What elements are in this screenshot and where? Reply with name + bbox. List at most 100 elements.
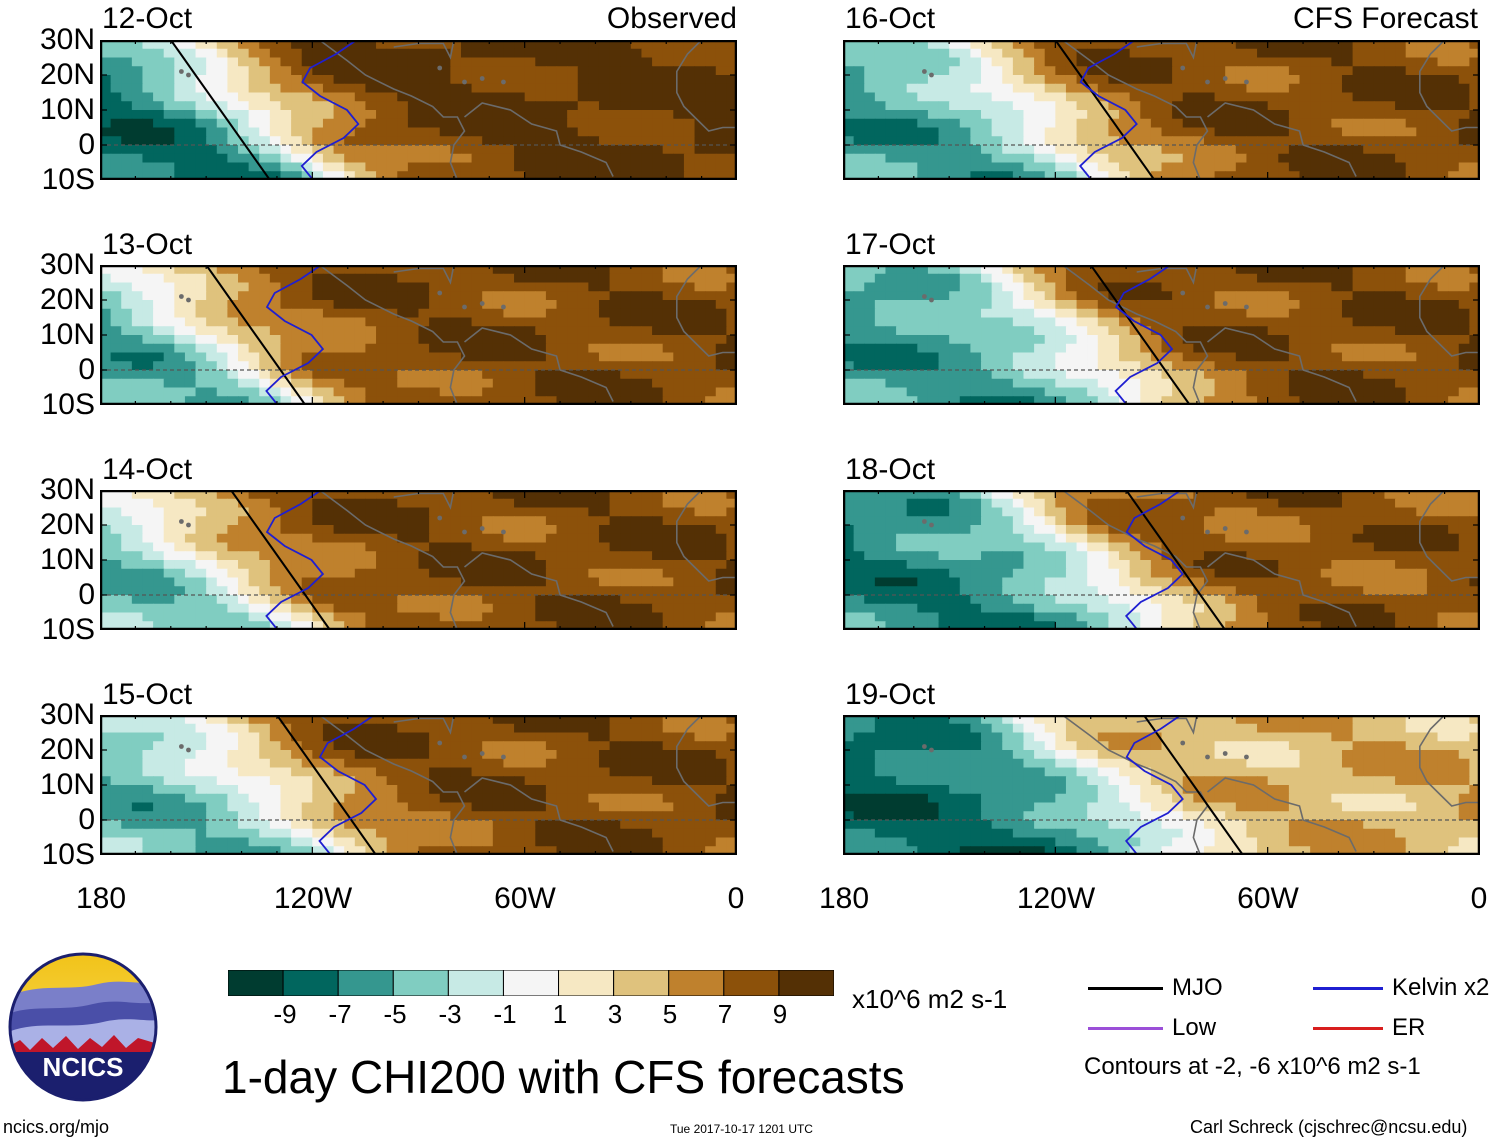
field-cell — [652, 820, 664, 830]
field-cell — [1257, 136, 1269, 146]
field-cell — [588, 48, 600, 59]
field-cell — [354, 568, 367, 579]
field-cell — [429, 837, 441, 847]
field-cell — [365, 145, 377, 155]
field-cell — [715, 273, 727, 284]
field-cell — [344, 66, 356, 76]
field-cell — [641, 715, 653, 725]
field-cell — [885, 145, 897, 155]
field-cell — [397, 127, 409, 137]
field-cell — [195, 101, 207, 111]
field-cell — [238, 793, 250, 804]
field-cell — [970, 48, 982, 59]
field-cell — [938, 57, 950, 67]
field-cell — [949, 48, 961, 59]
field-cell — [1150, 101, 1163, 111]
field-cell — [1373, 75, 1386, 85]
field-cell — [418, 136, 430, 146]
field-cell — [588, 811, 600, 821]
field-cell — [184, 308, 197, 319]
field-cell — [1469, 101, 1480, 111]
field-cell — [206, 291, 218, 301]
field-cell — [184, 750, 197, 760]
field-cell — [407, 612, 420, 622]
field-cell — [354, 92, 367, 102]
field-cell — [715, 490, 727, 500]
field-cell — [503, 92, 515, 102]
field-cell — [460, 343, 473, 354]
field-cell — [1002, 92, 1014, 102]
field-cell — [906, 153, 918, 164]
field-cell — [174, 767, 186, 777]
field-cell — [715, 612, 727, 622]
field-cell — [683, 793, 696, 804]
field-cell — [142, 525, 154, 535]
field-cell — [291, 837, 303, 847]
field-cell — [683, 291, 696, 301]
field-cell — [482, 560, 494, 570]
field-cell — [238, 586, 250, 596]
field-cell — [1065, 40, 1078, 50]
field-cell — [1341, 110, 1354, 120]
anomaly-field — [100, 40, 737, 180]
field-cell — [492, 741, 505, 751]
field-cell — [705, 595, 717, 605]
field-cell — [1235, 110, 1248, 120]
field-cell — [577, 560, 589, 570]
field-cell — [917, 127, 929, 137]
field-cell — [1257, 92, 1269, 102]
field-cell — [131, 361, 144, 371]
field-cell — [1044, 118, 1056, 129]
field-cell — [184, 612, 197, 622]
field-cell — [981, 110, 993, 120]
field-cell — [142, 715, 154, 725]
field-cell — [620, 110, 632, 120]
field-cell — [545, 586, 558, 596]
field-cell — [100, 291, 112, 301]
field-cell — [174, 343, 186, 354]
field-cell — [100, 317, 112, 327]
field-cell — [163, 396, 175, 405]
field-cell — [1299, 48, 1311, 59]
field-cell — [620, 595, 632, 605]
field-cell — [482, 516, 494, 526]
field-cell — [1310, 127, 1322, 137]
field-cell — [620, 101, 632, 111]
field-cell — [662, 101, 674, 111]
field-cell — [556, 750, 568, 760]
field-cell — [110, 802, 122, 812]
field-cell — [291, 83, 303, 94]
field-cell — [641, 127, 653, 137]
field-cell — [121, 273, 133, 284]
field-cell — [577, 568, 589, 579]
field-cell — [1437, 92, 1449, 102]
field-cell — [460, 370, 473, 380]
field-cell — [524, 612, 536, 622]
coastline-africa — [675, 265, 737, 357]
field-cell — [1352, 83, 1364, 94]
field-cell — [949, 101, 961, 111]
field-cell — [1044, 48, 1056, 59]
field-cell — [439, 490, 451, 500]
field-cell — [291, 568, 303, 579]
field-cell — [153, 273, 165, 284]
field-cell — [598, 533, 611, 544]
field-cell — [1299, 57, 1311, 67]
field-cell — [312, 837, 324, 847]
field-cell — [322, 776, 335, 786]
field-cell — [450, 75, 462, 85]
field-cell — [927, 40, 940, 50]
field-cell — [991, 118, 1003, 129]
field-cell — [588, 776, 600, 786]
field-cell — [981, 83, 993, 94]
field-cell — [291, 560, 303, 570]
field-cell — [503, 820, 515, 830]
field-cell — [1034, 127, 1046, 137]
field-cell — [524, 171, 536, 180]
field-cell — [322, 343, 335, 354]
field-cell — [301, 621, 313, 630]
field-cell — [1023, 48, 1035, 59]
field-cell — [598, 568, 611, 579]
field-cell — [365, 723, 377, 734]
field-cell — [577, 811, 589, 821]
